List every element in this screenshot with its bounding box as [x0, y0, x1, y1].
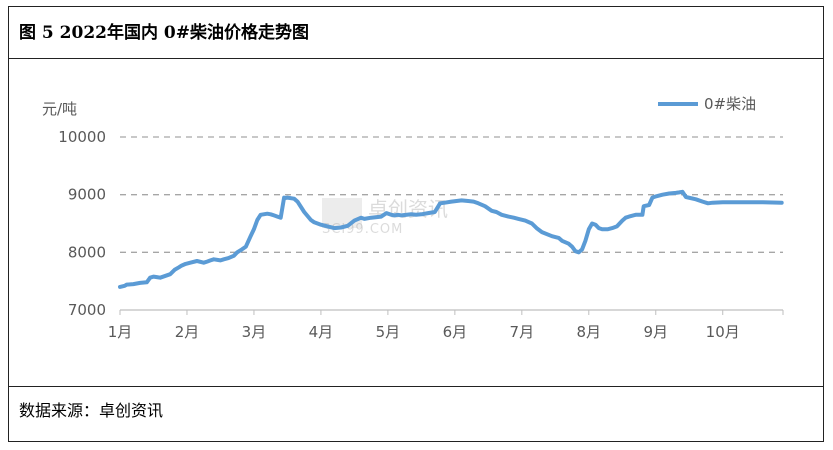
x-tick-label-4: 4月	[309, 323, 334, 341]
y-axis-ticks: 7000 8000 9000 10000	[58, 128, 106, 319]
data-source: 数据来源：卓创资讯	[19, 401, 164, 420]
x-tick-label-8: 8月	[577, 323, 602, 341]
x-tick-label-6: 6月	[443, 323, 468, 341]
y-tick-label-10000: 10000	[58, 128, 106, 146]
figure-title: 图 5 2022年国内 0#柴油价格走势图	[19, 23, 309, 43]
y-tick-label-8000: 8000	[68, 243, 106, 261]
y-tick-label-7000: 7000	[68, 301, 106, 319]
x-tick-label-2: 2月	[175, 323, 200, 341]
source-bar: 数据来源：卓创资讯	[9, 386, 823, 441]
y-axis-unit-label: 元/吨	[42, 100, 77, 118]
watermark-logo: 卓创资讯 SCI99.COM	[322, 197, 448, 237]
x-tick-label-7: 7月	[510, 323, 535, 341]
figure-frame: 图 5 2022年国内 0#柴油价格走势图 数据来源：卓创资讯	[8, 6, 824, 442]
x-tick-label-3: 3月	[242, 323, 267, 341]
legend: 0#柴油	[658, 95, 756, 113]
x-tick-label-9: 9月	[643, 323, 668, 341]
y-tick-label-9000: 9000	[68, 186, 106, 204]
series-layer	[118, 189, 784, 289]
legend-label-diesel: 0#柴油	[704, 95, 756, 113]
x-tick-label-10: 10月	[706, 323, 740, 341]
x-axis: 1月 2月 3月 4月 5月 6月 7月 8月 9月 10月	[108, 309, 784, 341]
series-line-diesel	[118, 189, 784, 289]
x-tick-label-1: 1月	[108, 323, 133, 341]
x-tick-label-5: 5月	[376, 323, 401, 341]
title-bar: 图 5 2022年国内 0#柴油价格走势图	[9, 7, 823, 59]
